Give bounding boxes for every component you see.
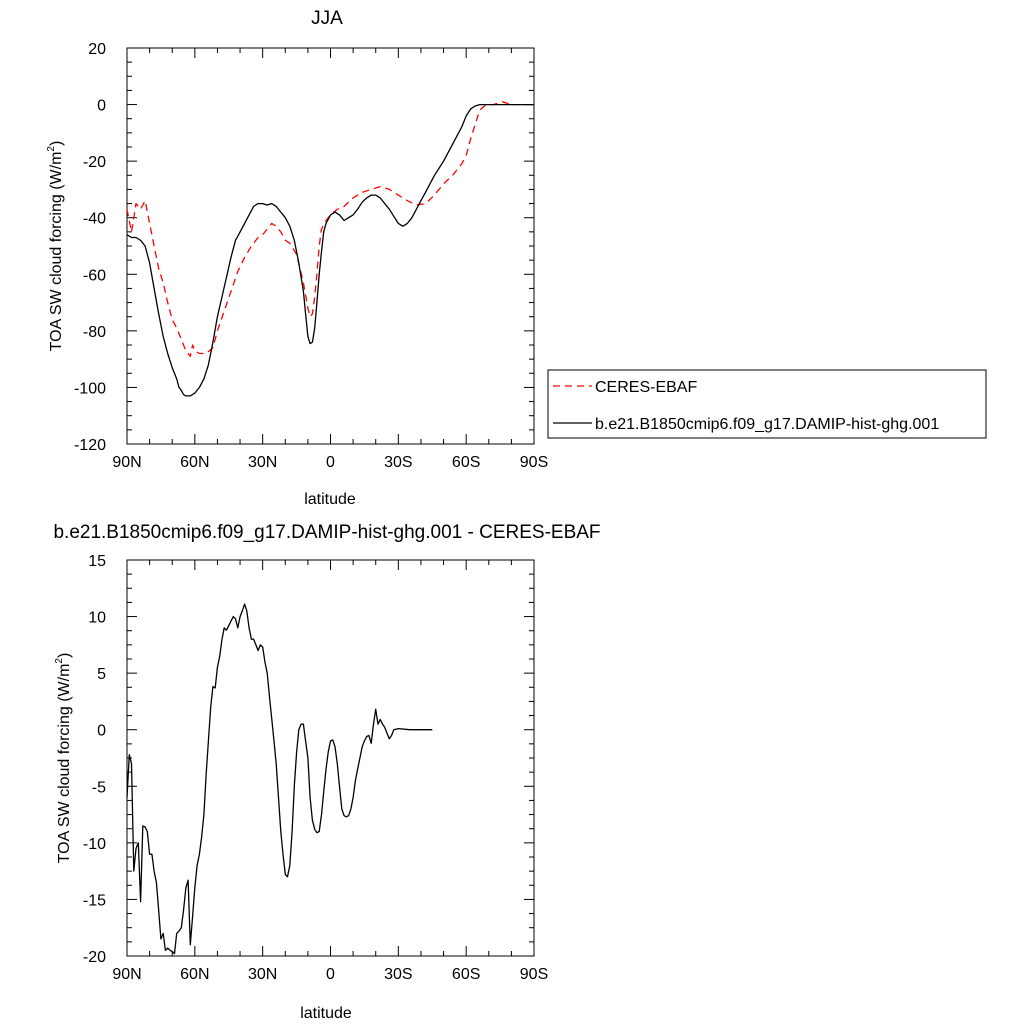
legend-label-model: b.e21.B1850cmip6.f09_g17.DAMIP-hist-ghg.… bbox=[595, 416, 939, 433]
top-panel-title: JJA bbox=[311, 8, 343, 29]
legend: CERES-EBAF b.e21.B1850cmip6.f09_g17.DAMI… bbox=[547, 369, 987, 439]
legend-box bbox=[547, 369, 987, 439]
bottom-x-tick-label: 30N bbox=[248, 966, 277, 983]
bottom-axis-ticks: 90N 60N 30N 0 30S 60S 90S 15 10 5 0 -5 -10 -15 -20 bbox=[83, 553, 548, 983]
top-x-tick-label: 0 bbox=[326, 454, 335, 471]
legend-label-ceres: CERES-EBAF bbox=[595, 379, 697, 396]
top-y-tick-label: -40 bbox=[83, 211, 106, 228]
bottom-y-axis-label: TOA SW cloud forcing (W/m2) bbox=[54, 653, 73, 864]
bottom-y-tick-label: 15 bbox=[88, 553, 106, 570]
top-y-tick-label: -60 bbox=[83, 267, 106, 284]
bottom-x-tick-label: 30S bbox=[384, 966, 412, 983]
top-x-tick-label: 60S bbox=[452, 454, 480, 471]
top-series-line-1 bbox=[126, 103, 534, 397]
bottom-y-tick-label: -15 bbox=[83, 892, 106, 909]
bottom-series-lines bbox=[126, 603, 433, 955]
bottom-x-tick-label: 60S bbox=[452, 966, 480, 983]
bottom-x-tick-label: 90N bbox=[112, 966, 141, 983]
top-y-tick-label: -120 bbox=[74, 437, 106, 454]
bottom-x-tick-label: 60N bbox=[180, 966, 209, 983]
bottom-x-tick-label: 0 bbox=[326, 966, 335, 983]
bottom-y-tick-label: 5 bbox=[97, 666, 106, 683]
top-y-tick-label: 20 bbox=[88, 41, 106, 58]
bottom-y-tick-label: -5 bbox=[92, 779, 106, 796]
top-axis-ticks: 90N 60N 30N 0 30S 60S 90S 20 0 -20 -40 -60 -80 -100 -1… bbox=[74, 41, 548, 471]
bottom-panel-title: b.e21.B1850cmip6.f09_g17.DAMIP-hist-ghg.… bbox=[53, 522, 600, 543]
bottom-y-tick-label: -20 bbox=[83, 949, 106, 966]
bottom-y-tick-label: 0 bbox=[97, 723, 106, 740]
top-y-tick-label: -20 bbox=[83, 154, 106, 171]
top-x-tick-label: 60N bbox=[180, 454, 209, 471]
top-series-line-0 bbox=[126, 101, 534, 357]
bottom-y-tick-label: 10 bbox=[88, 610, 106, 627]
top-series-lines bbox=[126, 101, 534, 397]
top-x-tick-label: 90S bbox=[520, 454, 548, 471]
top-y-tick-label: 0 bbox=[97, 98, 106, 115]
bottom-panel: b.e21.B1850cmip6.f09_g17.DAMIP-hist-ghg.… bbox=[53, 522, 600, 1022]
top-x-tick-label: 90N bbox=[112, 454, 141, 471]
top-x-axis-label: latitude bbox=[304, 491, 356, 508]
top-x-tick-label: 30S bbox=[384, 454, 412, 471]
top-panel: JJA 90N 60N 30N 0 30S 60S 90S 20 0 -20 -40 -60 -80 -1… bbox=[46, 8, 987, 508]
bottom-y-tick-label: -10 bbox=[83, 836, 106, 853]
bottom-x-tick-label: 90S bbox=[520, 966, 548, 983]
top-y-tick-label: -80 bbox=[83, 324, 106, 341]
bottom-series-line-0 bbox=[126, 603, 433, 955]
top-y-axis-label: TOA SW cloud forcing (W/m2) bbox=[46, 141, 65, 352]
top-x-tick-label: 30N bbox=[248, 454, 277, 471]
top-y-tick-label: -100 bbox=[74, 380, 106, 397]
bottom-x-axis-label: latitude bbox=[300, 1005, 352, 1022]
